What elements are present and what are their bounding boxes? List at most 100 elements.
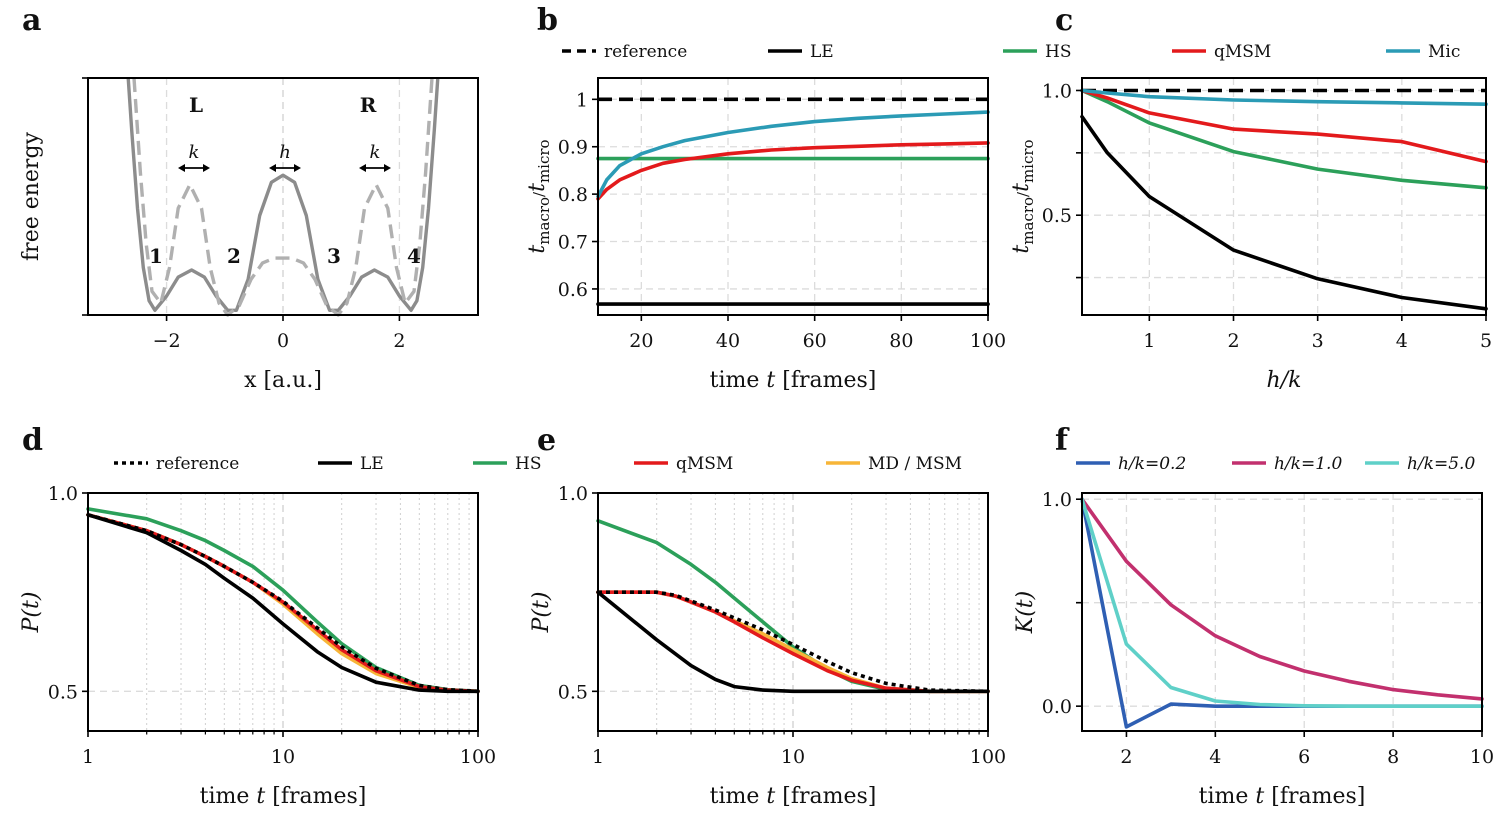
x-tick-label: 1 (592, 746, 604, 768)
series-group (596, 97, 990, 306)
series-line-mic (596, 110, 990, 199)
legend-label: h/k=0.2 (1118, 454, 1186, 474)
annotation-label: h (279, 142, 291, 163)
series-line-reference (87, 513, 479, 694)
y-axis: 0.5 1.0 (558, 483, 598, 703)
x-axis-label: time t [frames] (710, 784, 877, 809)
annotation-label: R (360, 93, 377, 117)
series-line-le (86, 512, 480, 694)
annotation-label: k (370, 142, 381, 163)
y-axis: 0.5 1.0 (48, 483, 88, 703)
x-axis: 1 2 3 4 5 (1143, 315, 1492, 352)
grid (1082, 78, 1487, 315)
x-tick-label: 100 (970, 330, 1006, 352)
panel-letter-b: b (537, 3, 558, 38)
panel-letter-a: a (22, 3, 41, 38)
x-tick-label: 40 (716, 330, 740, 352)
y-tick-label: 1.0 (558, 483, 588, 505)
x-axis: 20 40 60 80 100 (629, 315, 1006, 352)
x-axis: 2 4 6 8 10 (1120, 731, 1494, 768)
legend-label: reference (604, 42, 687, 62)
series-line-qmsm (1080, 88, 1488, 164)
y-tick-label: 1.0 (1042, 80, 1072, 102)
annotation-label: 3 (327, 244, 341, 268)
y-tick-label: 0.0 (1042, 696, 1072, 718)
y-tick-label: 1 (576, 89, 588, 111)
y-axis-label: tmacro/tmicro (525, 139, 553, 253)
legend-label: h/k=5.0 (1407, 454, 1475, 474)
series-line-curve-1 (132, 77, 434, 317)
legend: reference LE HS qMSM MD / MSM (114, 454, 962, 474)
annotation-label: 2 (227, 244, 241, 268)
x-tick-label: 100 (970, 746, 1006, 768)
y-axis-label: free energy (19, 131, 44, 260)
x-axis-label: x [a.u.] (244, 368, 322, 393)
grid (598, 492, 988, 731)
x-tick-label: 80 (889, 330, 913, 352)
x-tick-label: 8 (1387, 746, 1399, 768)
series-line-h-k-1-0 (1080, 497, 1484, 701)
plot-frame (597, 77, 989, 316)
arrowhead (203, 164, 210, 172)
y-tick-label: 0.6 (558, 279, 588, 301)
legend-label: h/k=1.0 (1274, 454, 1342, 474)
x-tick-label: −2 (153, 330, 181, 352)
y-tick-label: 0.5 (48, 681, 78, 703)
series-line-h-k-5-0 (1080, 497, 1484, 709)
x-axis-label: time t [frames] (710, 368, 877, 393)
arrowhead (269, 164, 276, 172)
panel-e: 1 10 100 0.5 1.0 time t [frames] P(t) (529, 483, 1006, 809)
annotation-label: k (189, 142, 200, 163)
series-group (86, 507, 480, 694)
annotations: L R 1 2 3 4 k h k (149, 93, 421, 268)
x-tick-label: 5 (1480, 330, 1492, 352)
x-tick-label: 20 (629, 330, 653, 352)
grid (1082, 493, 1483, 731)
y-axis-label: K(t) (1013, 591, 1038, 634)
x-tick-label: 6 (1298, 746, 1310, 768)
x-tick-label: 2 (1120, 746, 1132, 768)
arrowhead (294, 164, 301, 172)
y-axis (82, 77, 88, 316)
y-tick-label: 0.5 (558, 681, 588, 703)
series-line-mic (1080, 88, 1488, 106)
legend: h/k=0.2 h/k=1.0 h/k=5.0 (1076, 454, 1475, 474)
series-group (1080, 497, 1484, 729)
x-axis: −2 0 2 (153, 315, 405, 352)
y-tick-label: 0.9 (558, 137, 588, 159)
legend-label: reference (156, 454, 239, 474)
y-axis: 0.6 0.7 0.8 0.9 1 (558, 89, 598, 301)
legend-label: HS (1045, 42, 1071, 62)
series-line-le (596, 590, 990, 694)
arrowhead (178, 164, 185, 172)
plot-frame (1081, 77, 1487, 316)
y-axis-label: P(t) (19, 592, 44, 634)
x-axis: 1 10 100 (82, 731, 496, 768)
annotation-label: 4 (407, 244, 421, 268)
y-tick-label: 0.7 (558, 232, 588, 254)
panel-letter-f: f (1055, 423, 1070, 458)
legend-label: LE (810, 42, 834, 62)
legend-label: Mic (1428, 42, 1460, 62)
y-tick-label: 0.5 (1042, 205, 1072, 227)
x-tick-label: 2 (393, 330, 405, 352)
x-tick-label: 4 (1396, 330, 1408, 352)
y-axis-label: P(t) (529, 592, 554, 634)
series-line-hs (1080, 88, 1488, 190)
series-group (126, 77, 440, 317)
series-group (1080, 88, 1488, 311)
grid (88, 492, 478, 731)
x-axis-label: time t [frames] (200, 784, 367, 809)
panel-c: 1 2 3 4 5 0.5 1.0 h/k tmacro/tmicro (1009, 77, 1492, 393)
x-axis-label: time t [frames] (1199, 784, 1366, 809)
series-group (596, 518, 990, 694)
legend: reference LE HS qMSM Mic (562, 42, 1460, 62)
series-line-qmsm (596, 141, 990, 201)
legend-label: LE (360, 454, 384, 474)
arrowhead (359, 164, 366, 172)
x-tick-label: 10 (271, 746, 295, 768)
x-tick-label: 4 (1209, 746, 1221, 768)
x-tick-label: 10 (1470, 746, 1494, 768)
